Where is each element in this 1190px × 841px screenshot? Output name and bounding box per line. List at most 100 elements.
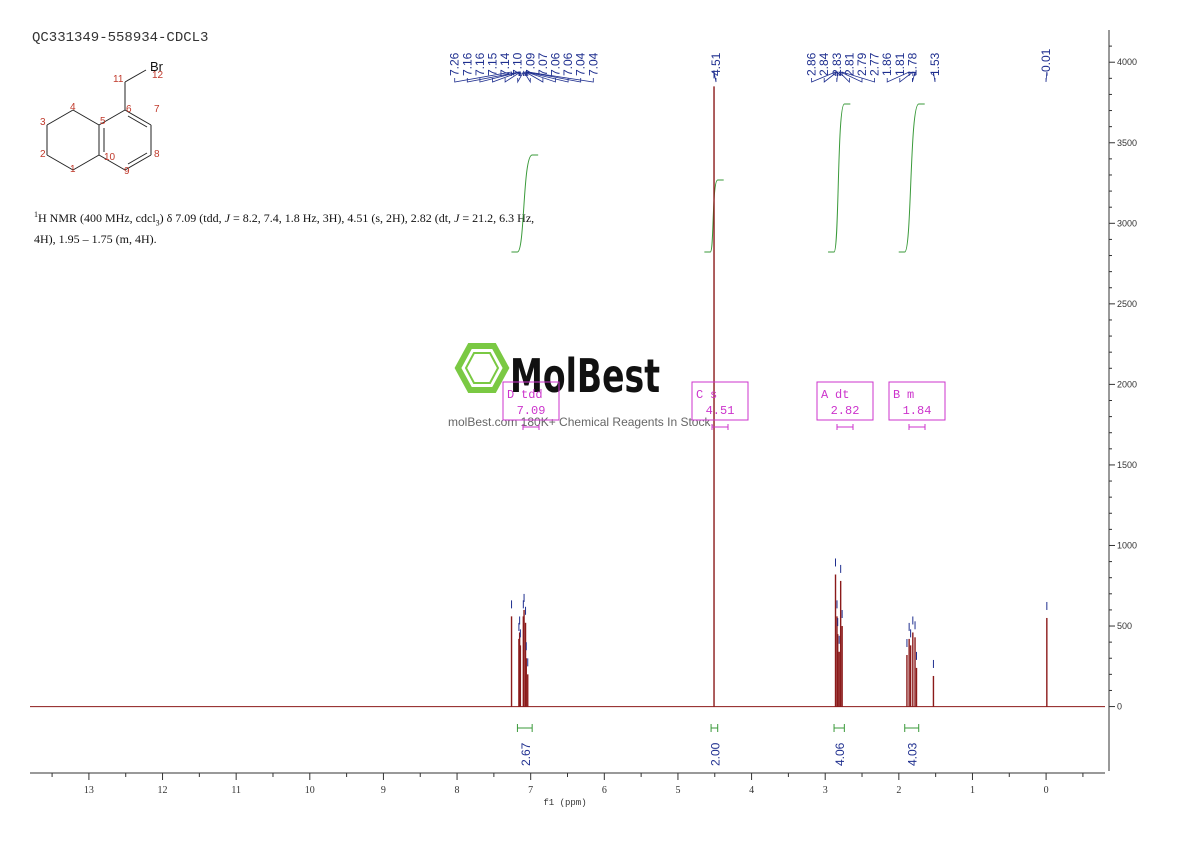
integral-bracket <box>904 724 920 732</box>
atom-label: 6 <box>126 104 132 115</box>
peak-label-leader <box>504 71 521 83</box>
logo-brand: MolBest <box>510 349 660 403</box>
multiplet-id: B <box>893 388 900 402</box>
peak-label: 7.26 <box>448 52 462 76</box>
atom-label: 5 <box>100 116 106 127</box>
multiplet-box <box>502 381 560 421</box>
nmr-text-line2: 4H), 1.95 – 1.75 (m, 4H). <box>34 232 157 247</box>
y-axis: 0 500 1000 1500 2000 2500 3000 3500 4000 <box>1108 30 1137 771</box>
peak-labels: 7.267.167.167.157.147.107.097.077.067.06… <box>448 48 1053 84</box>
multiplet-box <box>816 381 874 421</box>
atom-label: 4 <box>70 102 76 113</box>
x-tick-label: 10 <box>305 785 315 796</box>
peak-label-leader <box>492 71 521 83</box>
x-tick-label: 6 <box>602 785 607 796</box>
peak-label: 7.10 <box>511 52 525 76</box>
multiplet-shift: 4.51 <box>706 404 735 418</box>
multiplet-id: D <box>507 388 514 402</box>
multiplet-shift: 2.82 <box>831 404 860 418</box>
x-axis-label: f1 (ppm) <box>543 798 586 808</box>
multiplet-type: m <box>907 388 914 402</box>
nmr-text-part3: = 8.2, 7.4, 1.8 Hz, 3H), 4.51 (s, 2H), 2… <box>229 211 455 225</box>
peak-label: 1.78 <box>905 52 919 76</box>
atom-label: 11 <box>113 74 124 85</box>
integral-curve <box>511 154 539 253</box>
integral-curve <box>898 103 925 253</box>
atom-label: 3 <box>40 117 46 128</box>
peak-label-leader <box>838 71 850 83</box>
peak-label: 1.81 <box>893 52 907 76</box>
multiplet-id: C <box>696 388 703 402</box>
integral-bracket <box>710 724 719 732</box>
substituent-label: Br <box>150 59 164 74</box>
atom-label: 8 <box>154 149 160 160</box>
peak-label: 7.15 <box>486 52 500 76</box>
peak-label-leader <box>840 71 863 83</box>
peak-label: 7.16 <box>460 52 474 76</box>
y-tick-label: 3500 <box>1117 138 1137 148</box>
peak-label-leader <box>836 71 839 83</box>
x-tick-label: 1 <box>970 785 975 796</box>
multiplet-box <box>691 381 749 421</box>
spectrum-trace <box>30 70 1105 708</box>
y-tick-label: 0 <box>1117 702 1122 712</box>
y-tick-label: 2000 <box>1117 379 1137 389</box>
molecule-structure <box>46 69 152 171</box>
peak-label: 2.79 <box>855 52 869 76</box>
nmr-text-part2: ) δ 7.09 (tdd, <box>159 211 225 225</box>
logo-hexagon-icon <box>454 343 510 393</box>
multiplet-shift: 1.84 <box>903 404 932 418</box>
nmr-text-part4: = 21.2, 6.3 Hz, <box>459 211 535 225</box>
atom-label: 1 <box>70 164 76 175</box>
atom-label: 7 <box>154 104 160 115</box>
integral-value: 2.67 <box>519 742 533 766</box>
integral-curve <box>704 179 724 253</box>
peak-label: 1.53 <box>928 52 942 76</box>
multiplet-type: s <box>710 388 717 402</box>
multiplet-box <box>888 381 946 421</box>
multiplet-id: A <box>821 388 829 402</box>
x-tick-label: 8 <box>455 785 460 796</box>
peak-label: 7.14 <box>498 52 512 76</box>
integral-values: 2.67 2.00 4.06 4.03 <box>516 724 920 766</box>
x-tick-label: 0 <box>1044 785 1049 796</box>
x-tick-label: 4 <box>749 785 754 796</box>
multiplet-bracket <box>908 424 926 430</box>
peak-label-leader <box>823 71 838 83</box>
multiplet-type: tdd <box>521 388 543 402</box>
peak-label: 1.86 <box>880 52 894 76</box>
peak-label: 7.09 <box>523 52 537 76</box>
peak-label: 2.86 <box>805 52 819 76</box>
multiplet-shift: 7.09 <box>517 404 546 418</box>
integral-value: 4.03 <box>906 742 920 766</box>
atom-label: 12 <box>152 70 164 81</box>
atom-label: 9 <box>124 166 130 177</box>
integral-bracket <box>833 724 845 732</box>
peak-label-leader <box>899 71 914 83</box>
y-tick-label: 500 <box>1117 621 1132 631</box>
y-tick-label: 4000 <box>1117 57 1137 67</box>
x-tick-label: 3 <box>823 785 828 796</box>
x-tick-label: 7 <box>528 785 533 796</box>
nmr-subscript: 3 <box>155 218 160 228</box>
integral-value: 4.06 <box>833 742 847 766</box>
multiplet-bracket <box>836 424 854 430</box>
peak-label-leader <box>517 70 524 84</box>
integral-bracket <box>516 724 533 732</box>
peak-label-leader <box>886 71 910 83</box>
peak-label-leader <box>479 71 520 83</box>
x-tick-label: 11 <box>231 785 241 796</box>
peak-label-leader <box>933 71 936 83</box>
atom-label: 10 <box>104 152 116 163</box>
peak-label: 7.04 <box>586 52 600 76</box>
peak-label-leader <box>912 71 916 83</box>
nmr-description: 1H NMR (400 MHz, cdcl3) δ 7.09 (tdd, J =… <box>34 207 634 247</box>
peak-label: 7.04 <box>574 52 588 76</box>
nmr-superscript: 1 <box>34 210 38 219</box>
peak-label-leader <box>713 71 717 83</box>
